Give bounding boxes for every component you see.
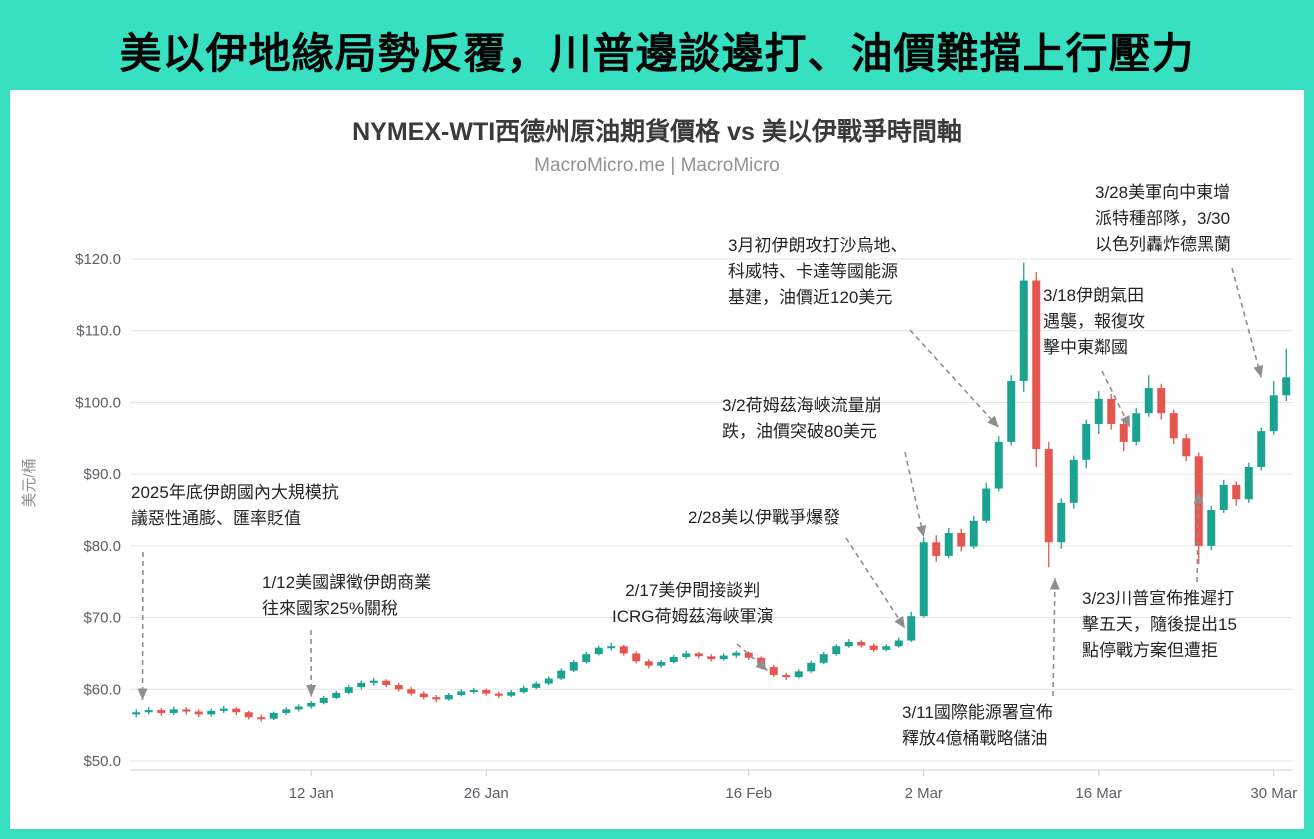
svg-text:16 Feb: 16 Feb	[725, 785, 772, 802]
svg-text:$70.0: $70.0	[83, 610, 121, 627]
candlestick-chart: $50.0 $60.0 $70.0 $80.0 $90.0 $100.0 $110.0 $12…	[21, 251, 1297, 802]
banner-title: 美以伊地緣局勢反覆，川普邊談邊打、油價難擋上行壓力	[119, 29, 1195, 77]
svg-text:12 Jan: 12 Jan	[289, 785, 334, 802]
svg-text:$60.0: $60.0	[83, 681, 121, 698]
svg-text:$50.0: $50.0	[83, 753, 121, 770]
chart-area: NYMEX-WTI西德州原油期貨價格 vs 美以伊戰爭時間軸 MacroMicr…	[10, 90, 1304, 829]
chart-subtitle: MacroMicro.me | MacroMicro	[534, 155, 780, 176]
svg-text:$90.0: $90.0	[83, 466, 121, 483]
svg-text:$110.0: $110.0	[76, 323, 121, 340]
svg-text:$100.0: $100.0	[75, 394, 121, 411]
svg-text:美元/桶: 美元/桶	[21, 458, 38, 507]
banner: 美以伊地緣局勢反覆，川普邊談邊打、油價難擋上行壓力	[10, 10, 1304, 90]
svg-text:2 Mar: 2 Mar	[905, 785, 943, 802]
svg-text:26 Jan: 26 Jan	[464, 785, 509, 802]
svg-text:30 Mar: 30 Mar	[1250, 785, 1297, 802]
svg-text:$120.0: $120.0	[75, 251, 121, 268]
chart-title: NYMEX-WTI西德州原油期貨價格 vs 美以伊戰爭時間軸	[352, 118, 962, 146]
svg-text:$80.0: $80.0	[83, 538, 121, 555]
svg-text:16 Mar: 16 Mar	[1075, 785, 1122, 802]
